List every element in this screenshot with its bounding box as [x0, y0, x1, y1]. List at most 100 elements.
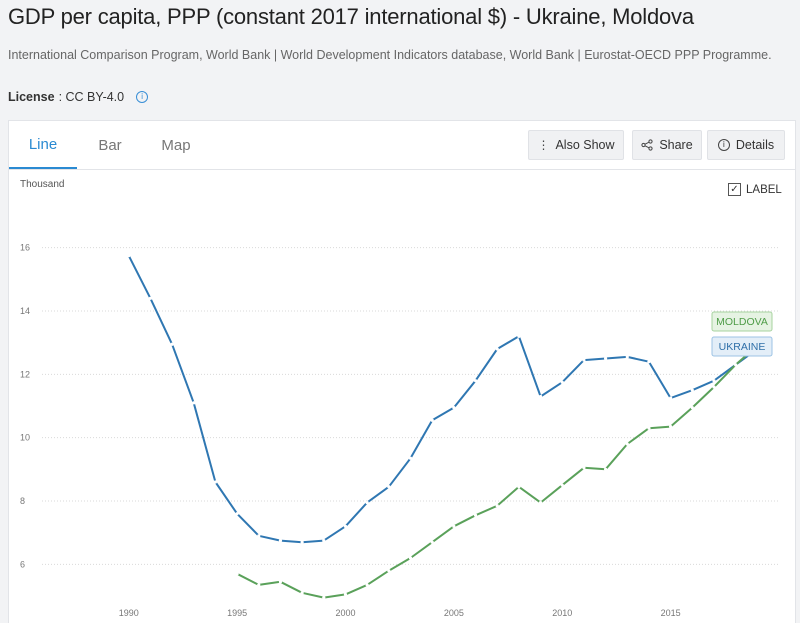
x-axis: 1990 1995 2000 2005 2010 2015 — [119, 608, 681, 618]
data-point-moldova-1997[interactable] — [278, 580, 283, 584]
tab-bar[interactable]: Bar — [98, 136, 122, 154]
data-point-ukraine-1997[interactable] — [278, 538, 283, 543]
data-point-moldova-2000[interactable] — [343, 592, 348, 597]
series-line-moldova[interactable] — [236, 345, 758, 599]
data-point-moldova-2011[interactable] — [582, 466, 586, 470]
data-point-ukraine-2007[interactable] — [495, 347, 499, 351]
data-point-ukraine-1995[interactable] — [235, 512, 239, 516]
data-point-moldova-2016[interactable] — [690, 405, 694, 410]
data-point-moldova-1995[interactable] — [235, 572, 239, 576]
label-checkbox-icon[interactable]: ✓ — [728, 183, 741, 196]
data-point-moldova-2014[interactable] — [647, 426, 651, 430]
y-tick-8: 8 — [20, 496, 25, 506]
data-point-moldova-2002[interactable] — [387, 569, 391, 573]
data-point-moldova-1998[interactable] — [300, 591, 304, 595]
data-point-moldova-2006[interactable] — [473, 513, 478, 517]
also-show-label: Also Show — [555, 138, 615, 152]
details-info-icon: i — [717, 139, 730, 151]
also-show-button[interactable]: ⋮ Also Show — [528, 130, 624, 160]
line-chart: Thousand 6 8 10 12 14 16 1990 1995 2000 2005 2010… — [20, 179, 779, 618]
data-point-ukraine-1996[interactable] — [257, 534, 261, 538]
data-point-moldova-2012[interactable] — [603, 467, 608, 471]
data-point-ukraine-2013[interactable] — [625, 355, 629, 359]
label-toggle[interactable]: ✓ LABEL — [728, 183, 782, 196]
share-icon — [641, 139, 653, 151]
data-point-ukraine-2014[interactable] — [647, 360, 651, 364]
data-point-ukraine-1992[interactable] — [170, 342, 174, 346]
data-point-moldova-2017[interactable] — [712, 385, 716, 389]
data-point-ukraine-1999[interactable] — [322, 538, 326, 543]
data-point-ukraine-2006[interactable] — [473, 379, 478, 383]
label-toggle-text: LABEL — [746, 183, 782, 196]
series-tag-label-moldova: MOLDOVA — [716, 316, 768, 328]
data-point-moldova-1999[interactable] — [322, 595, 326, 600]
data-point-moldova-1996[interactable] — [257, 583, 261, 587]
y-unit-label: Thousand — [20, 179, 64, 190]
data-point-moldova-2013[interactable] — [625, 442, 629, 446]
x-tick-1995: 1995 — [227, 608, 247, 618]
data-point-ukraine-2005[interactable] — [452, 405, 456, 410]
series-lines — [127, 253, 759, 600]
series-tag-moldova — [711, 311, 773, 332]
x-tick-2010: 2010 — [552, 608, 572, 618]
y-tick-10: 10 — [20, 433, 30, 443]
data-point-moldova-2001[interactable] — [365, 583, 369, 587]
data-point-ukraine-2011[interactable] — [582, 358, 586, 362]
y-tick-14: 14 — [20, 306, 30, 316]
data-point-ukraine-2000[interactable] — [343, 524, 348, 528]
data-point-moldova-2018[interactable] — [734, 363, 738, 367]
data-point-moldova-2003[interactable] — [408, 556, 413, 560]
x-tick-1990: 1990 — [119, 608, 139, 618]
details-button[interactable]: i Details — [707, 130, 785, 160]
data-point-moldova-2010[interactable] — [560, 483, 564, 487]
y-axis: 6 8 10 12 14 16 — [20, 243, 30, 570]
data-point-moldova-2004[interactable] — [430, 540, 434, 544]
data-point-ukraine-2010[interactable] — [560, 380, 564, 384]
data-point-ukraine-1990[interactable] — [127, 253, 131, 258]
data-point-ukraine-1998[interactable] — [300, 540, 304, 544]
info-icon[interactable]: i — [136, 91, 149, 103]
data-point-ukraine-2009[interactable] — [538, 394, 543, 399]
data-point-ukraine-2012[interactable] — [603, 356, 608, 361]
data-point-moldova-2007[interactable] — [495, 504, 499, 508]
data-point-moldova-2005[interactable] — [452, 524, 456, 528]
source-text: International Comparison Program, World … — [8, 48, 772, 62]
share-button[interactable]: Share — [632, 130, 702, 160]
data-point-ukraine-2001[interactable] — [365, 500, 369, 505]
x-tick-2015: 2015 — [661, 608, 681, 618]
data-point-moldova-2015[interactable] — [669, 424, 673, 429]
data-point-ukraine-1991[interactable] — [148, 296, 152, 300]
y-tick-6: 6 — [20, 559, 25, 569]
y-tick-12: 12 — [20, 369, 30, 379]
tabs-divider — [9, 169, 795, 170]
license-value: : CC BY-4.0 — [58, 90, 125, 104]
data-point-ukraine-2003[interactable] — [408, 456, 413, 460]
data-point-ukraine-2002[interactable] — [387, 485, 391, 489]
y-tick-16: 16 — [20, 243, 30, 253]
data-point-ukraine-2015[interactable] — [669, 396, 673, 400]
series-line-ukraine[interactable] — [127, 255, 758, 544]
data-point-ukraine-1993[interactable] — [192, 401, 196, 405]
series-tag-ukraine — [711, 336, 773, 357]
data-point-ukraine-2017[interactable] — [712, 379, 716, 383]
x-tick-2005: 2005 — [444, 608, 464, 618]
chart-card: Line Bar Map ⋮ Also Show Share i Details… — [8, 120, 796, 623]
data-point-moldova-2008[interactable] — [517, 485, 521, 489]
data-point-ukraine-2004[interactable] — [430, 418, 434, 422]
data-point-ukraine-1994[interactable] — [213, 480, 218, 484]
grid — [42, 247, 779, 565]
tab-line[interactable]: Line — [9, 121, 77, 169]
data-point-moldova-2009[interactable] — [538, 500, 543, 505]
kebab-icon: ⋮ — [537, 138, 550, 152]
series-tag-label-ukraine: UKRAINE — [719, 341, 766, 353]
data-point-ukraine-2016[interactable] — [690, 388, 694, 392]
series-tags: MOLDOVA UKRAINE — [711, 311, 773, 357]
data-point-ukraine-2008[interactable] — [517, 334, 521, 338]
share-label: Share — [659, 138, 693, 152]
details-label: Details — [735, 138, 775, 152]
tab-map[interactable]: Map — [161, 136, 191, 154]
x-tick-2000: 2000 — [335, 608, 355, 618]
license-label: License — [8, 90, 55, 104]
license-row: License : CC BY-4.0 i — [8, 90, 149, 104]
chart-tabs: Line Bar Map — [9, 121, 209, 169]
